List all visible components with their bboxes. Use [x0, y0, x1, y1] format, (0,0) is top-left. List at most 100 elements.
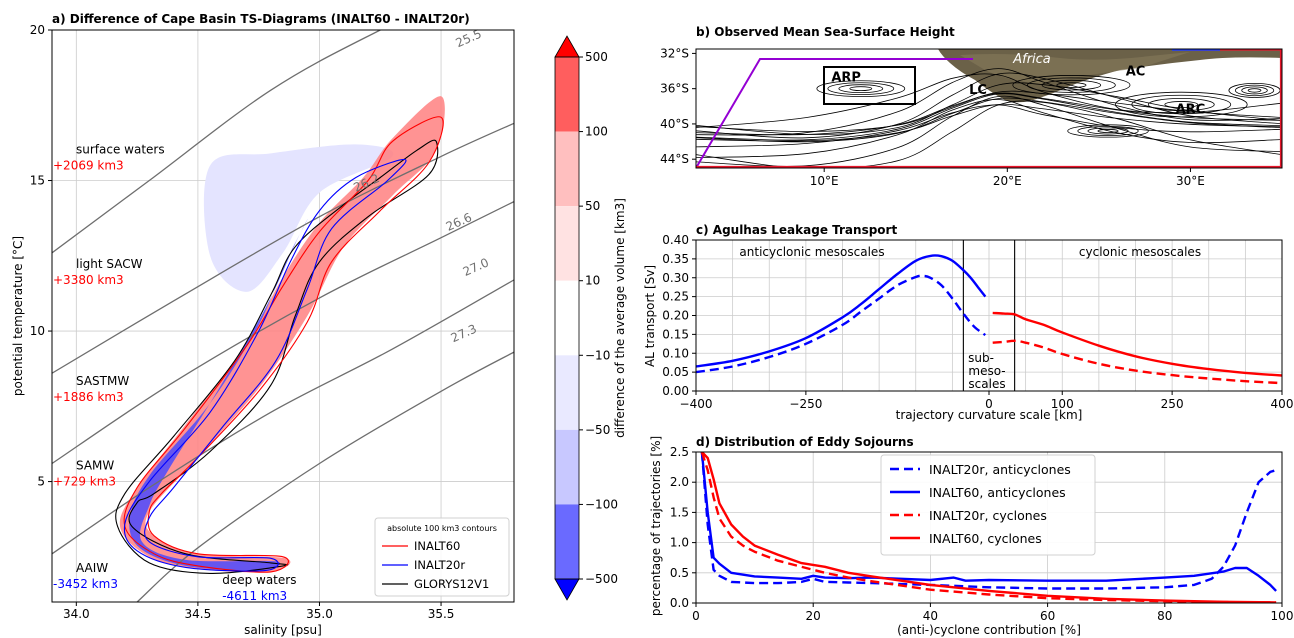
- ssh-contour: [696, 82, 1282, 135]
- colorbar-segment: [555, 504, 579, 579]
- map-tick-label-y: 44°S: [660, 152, 689, 166]
- tick-label-x: 35.0: [306, 607, 333, 621]
- tick-label-y: 15: [30, 174, 45, 188]
- tick-label-y: 10: [30, 324, 45, 338]
- tick-label-x: 80: [1157, 609, 1172, 623]
- ssh-eddy-contour: [1041, 79, 1102, 91]
- tick-label-y: 0.00: [662, 384, 689, 398]
- map-tick-label-y: 36°S: [660, 82, 689, 96]
- panel-d-legend-items: INALT20r, anticyclones INALT60, anticyclo…: [890, 462, 1071, 546]
- colorbar-segment: [555, 280, 579, 356]
- legend-label-series: INALT20r, anticyclones: [929, 462, 1071, 477]
- tick-label-y: 2.5: [670, 445, 689, 459]
- tick-label-x: 40: [923, 609, 938, 623]
- panel-a-ticks: 34.0 34.5 35.0 35.5 5 10 15 20: [30, 23, 455, 621]
- inalt20r-contour: [123, 158, 407, 572]
- transport-series-line: [992, 311, 1282, 377]
- panel-a-legend: absolute 100 km3 contours INALT60 INALT2…: [374, 517, 510, 597]
- panel-a-title: a) Difference of Cape Basin TS-Diagrams …: [52, 12, 470, 26]
- ssh-eddy-contour: [1087, 127, 1129, 135]
- map-region-label: ARP: [831, 71, 861, 86]
- arp-box: [823, 66, 916, 105]
- panel-a-contours: [115, 116, 444, 574]
- water-mass-name: AAIW: [76, 561, 108, 575]
- isopycnal-line: [52, 122, 514, 374]
- submeso-label-3: scales: [968, 377, 1005, 391]
- panel-b-title: b) Observed Mean Sea-Surface Height: [696, 25, 955, 39]
- panel-d-lines: [700, 452, 1277, 603]
- sojourn-series-line: [700, 452, 1277, 592]
- ssh-eddy-contour: [1114, 91, 1248, 118]
- water-mass-volume: -3452 km3: [53, 577, 118, 591]
- tick-label-x: 34.5: [185, 607, 212, 621]
- colorbar-ticks: 500 100 50 10 −10 −50 −100 −500: [579, 50, 618, 586]
- sojourn-series-line: [700, 452, 1277, 603]
- panel-a-isopycnals: [52, 30, 514, 602]
- panel-d: d) Distribution of Eddy Sojourns 0 20 40 60…: [649, 435, 1293, 637]
- ssh-eddy-contour: [1241, 86, 1268, 95]
- ssh-contour: [696, 73, 1282, 128]
- colorbar-tick-label: −500: [585, 572, 618, 586]
- colorbar-segment: [555, 57, 579, 132]
- ssh-contour: [696, 103, 1282, 142]
- map-tick-label-x: 20°E: [993, 174, 1022, 188]
- anticyclonic-label: anticyclonic mesoscales: [739, 245, 884, 259]
- ssh-eddy-contour: [1164, 101, 1199, 109]
- tick-label-y: 1.0: [670, 536, 689, 550]
- ssh-eddy-contour: [1131, 94, 1232, 115]
- panel-a-frame: [51, 29, 515, 603]
- colorbar-frame: [554, 56, 580, 580]
- tick-label-y: 1.5: [670, 505, 689, 519]
- tick-label-y: 0.20: [662, 309, 689, 323]
- tick-label-y: 2.0: [670, 475, 689, 489]
- panel-d-title: d) Distribution of Eddy Sojourns: [696, 435, 914, 449]
- ssh-contour: [696, 68, 1282, 136]
- panel-c-lines: [696, 240, 1282, 391]
- colorbar-tick-label: 100: [585, 125, 608, 139]
- ssh-contour: [696, 93, 1282, 141]
- submeso-label-2: meso-: [968, 364, 1005, 378]
- ssh-eddy-contour: [1097, 129, 1119, 133]
- tick-label-x: 100: [1271, 609, 1294, 623]
- panel-b: b) Observed Mean Sea-Surface Height Afri…: [660, 25, 1283, 188]
- tick-label-x: 0: [692, 609, 700, 623]
- ssh-eddy-contour: [1067, 124, 1149, 138]
- map-region-label: ARC: [1176, 102, 1206, 117]
- panel-c-ticks: 0.00 0.05 0.10 0.15 0.20 0.25 0.30 0.35 0.40 −400…: [662, 233, 1293, 411]
- isopycnal-line: [52, 201, 514, 465]
- tick-label-x: 250: [1161, 397, 1184, 411]
- ssh-contour: [696, 99, 1282, 158]
- ssh-contours: [696, 68, 1282, 168]
- tick-label-x: 100: [1051, 397, 1074, 411]
- legend-label-series: INALT60, anticyclones: [929, 485, 1066, 500]
- colorbar-tick-label: 10: [585, 274, 600, 288]
- isopycnal-label: 27.0: [461, 255, 491, 279]
- water-mass-volume: +1886 km3: [53, 390, 124, 404]
- tick-label-y: 0.15: [662, 327, 689, 341]
- ssh-eddy-contour: [1234, 84, 1275, 97]
- ssh-contour: [696, 95, 1282, 167]
- ssh-eddy-contour: [1077, 125, 1139, 137]
- panel-a-fills: [119, 96, 445, 573]
- panel-a-legend-box: [374, 517, 510, 597]
- tick-label-x: 20: [806, 609, 821, 623]
- map-region-labels: ARP LC AC ARC: [831, 64, 1205, 117]
- transport-series-line: [992, 339, 1282, 385]
- transport-series-line: [696, 254, 987, 368]
- water-mass-volume: +3380 km3: [53, 273, 124, 287]
- panel-b-frame: [695, 48, 1283, 169]
- colorbar-segment: [555, 131, 579, 207]
- tick-label-x: 35.5: [428, 607, 455, 621]
- colorbar-tick-label: −10: [585, 348, 610, 362]
- ssh-eddy-contour: [1147, 97, 1215, 112]
- water-mass-volume: -4611 km3: [222, 589, 287, 603]
- panel-d-legend-box: [880, 454, 1096, 556]
- tick-label-x: −250: [789, 397, 822, 411]
- tick-label-y: 20: [30, 23, 45, 37]
- panel-d-ticks: 0 20 40 60 80 100 0.0 0.5 1.0 1.5 2.0 2.5: [670, 445, 1294, 623]
- submeso-label-1: sub-: [968, 351, 994, 365]
- panel-c: c) Agulhas Leakage Transport 0.00 0.05 0.1…: [643, 223, 1293, 422]
- panel-a: a) Difference of Cape Basin TS-Diagrams …: [11, 12, 515, 637]
- isopycnal-line: [52, 30, 382, 254]
- colorbar-over-triangle: [554, 35, 580, 58]
